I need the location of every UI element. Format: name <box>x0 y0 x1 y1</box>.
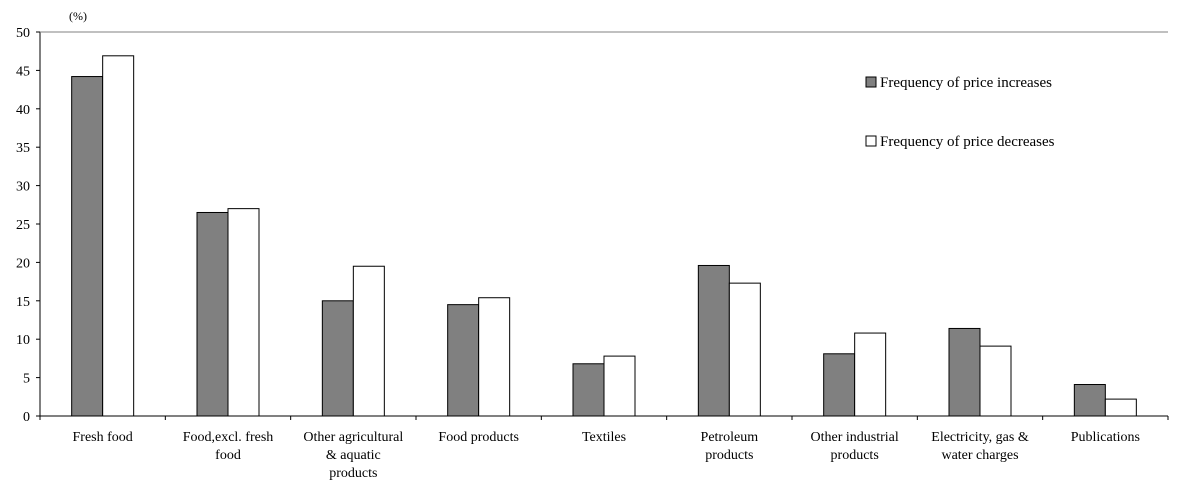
y-tick-label: 50 <box>16 26 30 41</box>
x-category-label: products <box>705 448 753 463</box>
x-category-label: products <box>329 466 377 481</box>
y-tick-label: 15 <box>16 295 30 310</box>
y-tick-label: 0 <box>23 410 30 425</box>
bar-decreases <box>352 265 385 417</box>
x-category-label: products <box>831 448 879 463</box>
bar-increases <box>572 363 605 417</box>
x-category-label: Food products <box>438 430 519 445</box>
bar-increases <box>1073 384 1106 417</box>
bar-decreases <box>979 345 1012 417</box>
bar-decreases <box>478 297 511 417</box>
y-tick-label: 45 <box>16 64 30 79</box>
x-category-label: & aquatic <box>326 448 381 463</box>
x-category-label: Publications <box>1071 430 1140 445</box>
x-category-label: Other agricultural <box>303 430 403 445</box>
bar-increases <box>447 304 480 417</box>
x-category-label: Other industrial <box>811 430 899 445</box>
x-category-label: food <box>215 448 241 463</box>
x-category-label: Electricity, gas & <box>931 430 1029 445</box>
legend-swatch-decreases <box>865 135 877 147</box>
bar-decreases <box>227 208 260 417</box>
x-category-label: Petroleum <box>701 430 759 445</box>
y-tick-label: 40 <box>16 103 30 118</box>
y-axis: 0 5 10 15 20 25 30 35 40 45 50 <box>16 26 1168 425</box>
y-tick-label: 25 <box>16 218 30 233</box>
y-tick-label: 5 <box>23 372 30 387</box>
bar-decreases <box>854 332 887 417</box>
legend-label-decreases: Frequency of price decreases <box>880 134 1055 150</box>
legend-label-increases: Frequency of price increases <box>880 75 1052 91</box>
bar-decreases <box>1104 398 1137 417</box>
y-tick-label: 10 <box>16 333 30 348</box>
x-category-label: water charges <box>941 448 1018 463</box>
y-tick-label: 20 <box>16 256 30 271</box>
bar-increases <box>823 353 856 417</box>
bar-increases <box>321 300 354 417</box>
legend: Frequency of price increases Frequency o… <box>865 75 1055 150</box>
bar-increases <box>697 264 730 417</box>
y-unit-label: (%) <box>69 9 87 23</box>
bar-decreases <box>603 355 636 417</box>
bars <box>71 55 1137 417</box>
y-tick-label: 30 <box>16 180 30 195</box>
x-category-label: Textiles <box>582 430 626 445</box>
legend-swatch-increases <box>865 76 877 88</box>
x-axis <box>39 415 1169 420</box>
bar-increases <box>196 211 229 417</box>
y-tick-label: 35 <box>16 141 30 156</box>
category-labels: Fresh food Food,excl. fresh food Other agri… <box>73 430 1140 481</box>
bar-decreases <box>728 282 761 417</box>
bar-decreases <box>102 55 135 417</box>
x-category-label: Fresh food <box>73 430 133 445</box>
bar-increases <box>71 76 104 417</box>
x-category-label: Food,excl. fresh <box>183 430 274 445</box>
bar-increases <box>948 327 981 417</box>
